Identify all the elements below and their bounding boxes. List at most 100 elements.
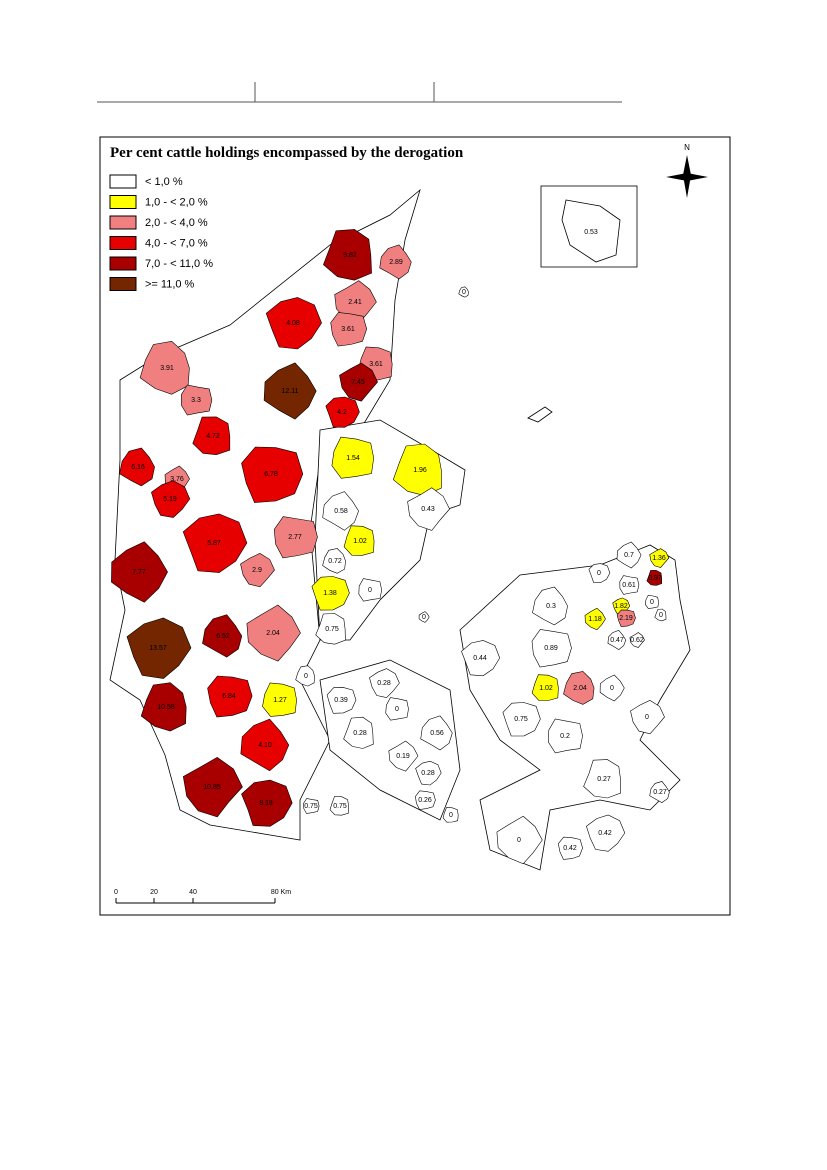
region bbox=[273, 516, 318, 559]
header-rule bbox=[97, 82, 622, 103]
region-label: 0.7 bbox=[624, 552, 634, 559]
region-label: 1.82 bbox=[614, 603, 628, 610]
region bbox=[532, 586, 568, 626]
region bbox=[586, 814, 626, 852]
region-label: 0.58 bbox=[334, 508, 348, 515]
region bbox=[415, 760, 442, 786]
region bbox=[547, 718, 583, 754]
region bbox=[240, 718, 290, 772]
region-label: 1.38 bbox=[323, 590, 337, 597]
region bbox=[140, 682, 187, 732]
region-label: 0 bbox=[462, 289, 466, 296]
region-label: 0.62 bbox=[630, 637, 644, 644]
region bbox=[151, 480, 191, 518]
region bbox=[649, 781, 670, 803]
region-labels: 9.82 2.89 2.41 4.08 3.61 3.61 3.91 12.11 7.45 4.2… bbox=[131, 229, 667, 852]
north-label: N bbox=[684, 143, 690, 152]
region-label: 0 bbox=[395, 706, 399, 713]
region-label: 1.27 bbox=[273, 697, 287, 704]
region bbox=[325, 396, 360, 428]
region bbox=[583, 759, 622, 799]
region bbox=[343, 716, 374, 749]
region bbox=[630, 700, 665, 735]
legend-swatch bbox=[109, 174, 137, 189]
region-label: 0.89 bbox=[544, 645, 558, 652]
region bbox=[619, 575, 640, 595]
region bbox=[616, 541, 642, 569]
region-label: 4.10 bbox=[258, 742, 272, 749]
legend-swatch bbox=[109, 256, 137, 271]
region bbox=[588, 563, 611, 583]
legend-label: 1,0 - < 2,0 % bbox=[145, 196, 208, 208]
region bbox=[496, 815, 543, 865]
region bbox=[329, 796, 349, 816]
region-label: 0 bbox=[610, 685, 614, 692]
region-label: 0.42 bbox=[563, 845, 577, 852]
legend-label: 7,0 - < 11,0 % bbox=[145, 258, 213, 270]
region bbox=[303, 798, 320, 814]
region bbox=[202, 614, 243, 658]
region-label: 0.2 bbox=[560, 733, 570, 740]
region bbox=[629, 632, 645, 648]
region bbox=[442, 807, 459, 823]
region-label: 6.16 bbox=[131, 464, 145, 471]
region bbox=[326, 687, 357, 714]
region-label: 2.19 bbox=[619, 615, 633, 622]
region bbox=[246, 604, 301, 662]
region bbox=[263, 362, 317, 420]
region bbox=[418, 611, 430, 623]
region-label: 2.9 bbox=[252, 567, 262, 574]
region bbox=[295, 665, 315, 687]
region-label: 0.53 bbox=[584, 229, 598, 236]
region-label: 2.04 bbox=[266, 630, 280, 637]
region bbox=[180, 384, 213, 416]
region bbox=[126, 617, 192, 679]
region-label: 3.61 bbox=[369, 361, 383, 368]
legend-swatch bbox=[109, 195, 137, 209]
region-label: 0.72 bbox=[328, 558, 342, 565]
region bbox=[241, 779, 293, 827]
region bbox=[139, 340, 190, 395]
region-label: 12.11 bbox=[282, 388, 299, 395]
region-label: 0.28 bbox=[377, 680, 391, 687]
region bbox=[192, 416, 231, 456]
region-label: 1.18 bbox=[588, 616, 602, 623]
region bbox=[599, 674, 625, 702]
region bbox=[563, 671, 595, 705]
region-label: 0.75 bbox=[514, 716, 528, 723]
region-label: 0 bbox=[449, 812, 453, 819]
region bbox=[322, 548, 346, 574]
region bbox=[385, 697, 409, 721]
region bbox=[322, 491, 359, 531]
region bbox=[240, 553, 275, 588]
region-label: 0.3 bbox=[546, 603, 556, 610]
region-label: 0 bbox=[517, 837, 521, 844]
region-label: 3.61 bbox=[341, 326, 355, 333]
legend-label: >= 11,0 % bbox=[145, 278, 195, 290]
region-label: 0.26 bbox=[418, 797, 432, 804]
region bbox=[323, 229, 372, 281]
legend-label: 4,0 - < 7,0 % bbox=[145, 237, 208, 249]
region bbox=[182, 513, 248, 573]
north-arrow: N bbox=[666, 143, 708, 198]
region-label: 0.44 bbox=[473, 655, 487, 662]
region-label: 1.02 bbox=[353, 538, 367, 545]
region-label: 0 bbox=[659, 612, 663, 619]
region-label: 1.96 bbox=[413, 467, 427, 474]
legend-swatch bbox=[109, 236, 137, 250]
regions bbox=[111, 229, 670, 865]
region bbox=[502, 702, 541, 737]
region-label: 10.85 bbox=[203, 784, 221, 791]
region-label: 9.82 bbox=[343, 252, 357, 259]
region bbox=[331, 436, 375, 479]
region bbox=[207, 675, 253, 718]
region bbox=[182, 757, 243, 818]
region-label: 0.19 bbox=[396, 753, 410, 760]
region bbox=[343, 525, 375, 556]
region-label: 2.41 bbox=[348, 299, 362, 306]
region-label: 0 bbox=[597, 570, 601, 577]
region-label: 1.36 bbox=[652, 555, 666, 562]
region bbox=[379, 244, 412, 280]
region-label: 1.54 bbox=[346, 455, 360, 462]
